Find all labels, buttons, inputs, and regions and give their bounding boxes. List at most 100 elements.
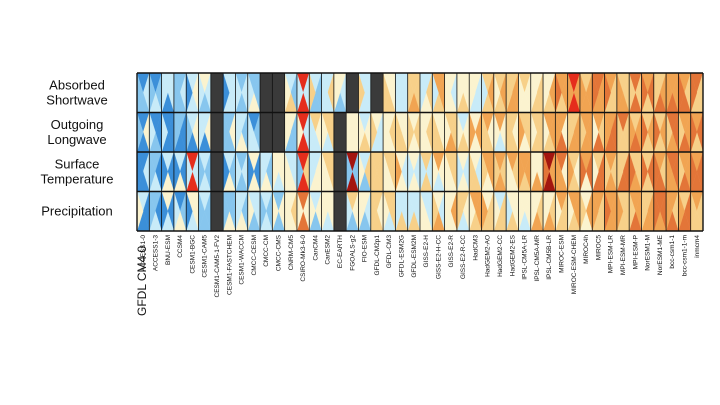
heatmap-cell [309, 151, 322, 192]
model-label: FGOALS-g2 [349, 235, 356, 271]
heatmap-cell [555, 72, 568, 113]
heatmap-cell [333, 191, 347, 231]
model-label: CMCC-CMS [276, 234, 283, 271]
heatmap-cell [198, 72, 212, 113]
model-label: CESM1-CAM5-1-FV2 [214, 235, 221, 298]
heatmap-cell [567, 151, 581, 192]
heatmap-cell [469, 191, 482, 232]
heatmap-cell [321, 191, 335, 232]
heatmap-cell [284, 151, 298, 192]
heatmap-cell [370, 191, 384, 232]
model-label: HadCM3 [472, 235, 479, 261]
heatmap-cell [149, 151, 162, 192]
heatmap-cell [345, 112, 359, 153]
model-label: CSIRO-Mk3-6-0 [300, 235, 307, 282]
heatmap-cell [173, 151, 187, 192]
heatmap-cell [456, 72, 470, 113]
heatmap-cell [592, 72, 605, 113]
model-label: GFDL-CM2p1 [374, 235, 381, 276]
row-label: Absorbed Shortwave [46, 77, 107, 107]
heatmap-cell [358, 151, 371, 192]
heatmap-cell [260, 73, 273, 113]
model-label: CCSM4 [177, 235, 184, 258]
row-label: Precipitation [41, 203, 113, 218]
heatmap-cell [136, 151, 150, 192]
heatmap-cell [518, 112, 531, 153]
heatmap-cell [235, 112, 248, 153]
heatmap-cell [579, 151, 593, 192]
heatmap-cell [309, 112, 322, 153]
heatmap-cell [272, 73, 285, 113]
model-label: inmcm4 [694, 235, 701, 258]
model-label: GISS-E2-H-CC [435, 235, 442, 279]
heatmap-cell [382, 191, 396, 232]
model-label: HadGEM2-CC [497, 235, 504, 277]
heatmap-cell [321, 151, 335, 192]
model-label: CanESM2 [325, 235, 332, 265]
heatmap-cell [333, 72, 347, 113]
heatmap-cell [346, 73, 359, 113]
heatmap-cell [358, 72, 371, 113]
heatmap-cell [481, 151, 495, 192]
model-label: GISS-E2-R [448, 235, 455, 268]
heatmap-cell [690, 72, 704, 113]
heatmap-cell [382, 112, 396, 153]
missing-cell [370, 73, 384, 113]
heatmap-cell [444, 151, 458, 192]
heatmap-cell [530, 151, 544, 192]
heatmap-cell [345, 191, 359, 232]
heatmap-cell [481, 191, 495, 232]
heatmap-cell [579, 72, 593, 113]
heatmap-cell [690, 191, 704, 232]
heatmap-cell [173, 191, 187, 232]
missing-cell [272, 73, 285, 113]
heatmap-cell [579, 112, 593, 153]
model-label: IPSL-CM5A-LR [522, 235, 529, 280]
heatmap-cell [444, 72, 458, 113]
heatmap-cell [149, 72, 162, 113]
heatmap-cell [469, 151, 482, 192]
heatmap-cell [592, 151, 605, 192]
heatmap-cell [407, 72, 421, 113]
heatmap-cell [604, 191, 618, 232]
heatmap-cell [628, 72, 642, 113]
heatmap-cell [370, 73, 384, 113]
model-label: CNRM-CM5 [288, 235, 295, 271]
model-label: GISS-E2-H [423, 235, 430, 268]
heatmap-cell [272, 112, 285, 152]
heatmap-cell [456, 112, 470, 153]
heatmap-cell [592, 112, 605, 153]
heatmap-cell [518, 151, 531, 192]
heatmap-cell [259, 191, 273, 232]
heatmap-cell [432, 151, 445, 192]
heatmap-cell [505, 72, 519, 113]
model-label: IPSL-CM5B-LR [546, 235, 553, 280]
missing-cell [210, 191, 224, 231]
heatmap-cell [469, 72, 482, 113]
heatmap-cell [419, 191, 433, 232]
heatmap-cell [210, 112, 224, 152]
heatmap-cells [136, 72, 704, 232]
heatmap-cell [419, 72, 433, 113]
heatmap-cell [161, 112, 175, 153]
heatmap-cell [665, 151, 679, 192]
heatmap-cell [296, 112, 310, 153]
heatmap-cell [505, 112, 519, 153]
heatmap-cell [149, 191, 162, 232]
heatmap-cell [395, 72, 408, 113]
heatmap-cell [678, 151, 691, 192]
heatmap-cell [198, 112, 212, 153]
heatmap-cell [542, 151, 556, 192]
heatmap-cell [186, 191, 199, 232]
heatmap-cell [444, 112, 458, 153]
heatmap-cell [616, 191, 630, 232]
heatmap-cell [690, 151, 704, 192]
heatmap-cell [604, 112, 618, 153]
heatmap-cell [542, 72, 556, 113]
heatmap-cell [222, 72, 236, 113]
heatmap-cell [136, 72, 150, 113]
missing-cell [346, 73, 359, 113]
heatmap-cell [493, 72, 507, 113]
heatmap-cell [665, 72, 679, 113]
heatmap-cell [678, 191, 691, 232]
